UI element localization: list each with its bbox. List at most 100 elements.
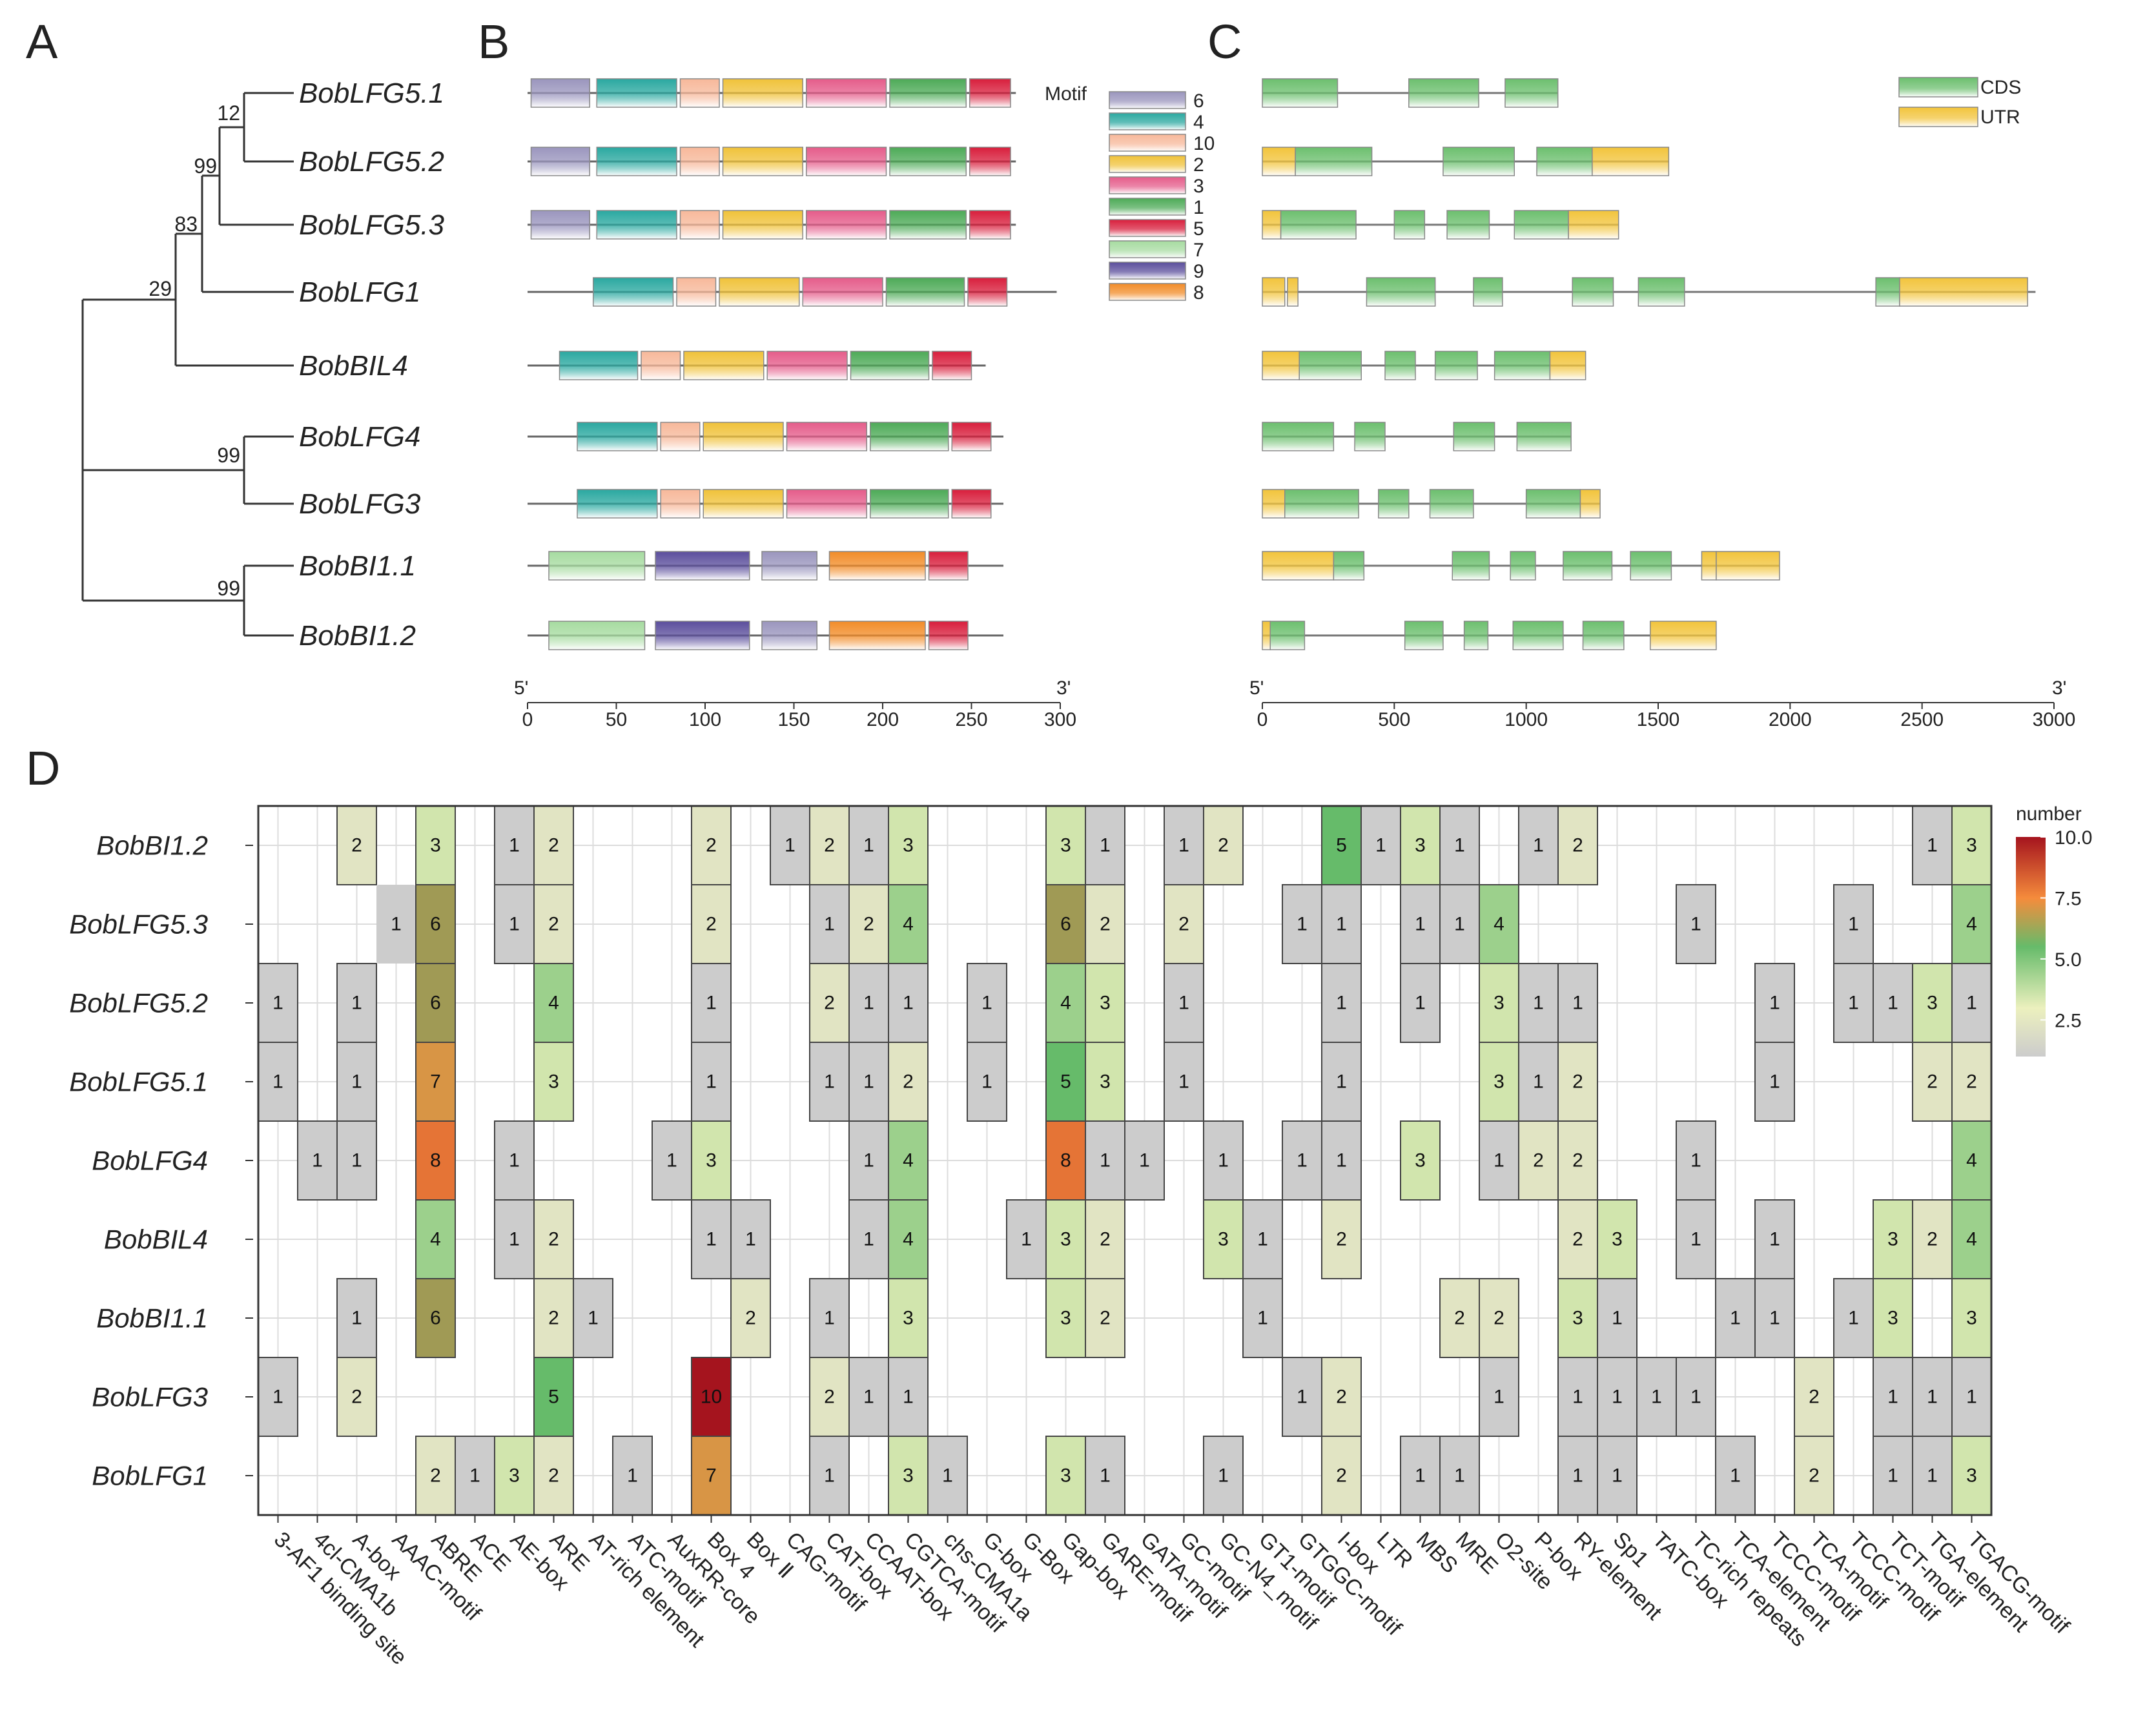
- heatmap-cell: [848, 884, 889, 964]
- heatmap-cell: [336, 1357, 377, 1437]
- motif-box: [806, 210, 887, 240]
- heatmap-cell: [1557, 805, 1598, 885]
- cds-box: [1510, 551, 1536, 581]
- heatmap-cell: [533, 1357, 574, 1437]
- heatmap-cell-value: 3: [1966, 835, 1977, 856]
- heatmap-cell: [888, 1120, 929, 1201]
- heatmap-cell: [533, 1199, 574, 1279]
- motif-axis-tick-label: 300: [1044, 709, 1076, 730]
- heatmap-cell: [415, 963, 456, 1043]
- motif-legend-swatch: [1109, 240, 1186, 258]
- motif-box: [969, 147, 1011, 176]
- cds-box: [1299, 351, 1362, 380]
- heatmap-cell-value: 1: [1257, 1308, 1268, 1329]
- heatmap-cell: [1912, 1199, 1953, 1279]
- heatmap-cell-value: 2: [1572, 1229, 1583, 1250]
- heatmap-cell: [1282, 1357, 1322, 1437]
- cds-box: [1494, 351, 1551, 380]
- tree-gene-label: BobBIL4: [299, 350, 408, 382]
- motif-box: [951, 422, 992, 451]
- heatmap-cell-value: 3: [1218, 1229, 1229, 1250]
- heatmap-cell-value: 3: [1887, 1229, 1898, 1250]
- heatmap-cell: [1321, 805, 1362, 885]
- heatmap-cell: [336, 1120, 377, 1201]
- heatmap-cell: [809, 884, 850, 964]
- motif-box: [679, 210, 720, 240]
- heatmap-cell-value: 5: [1336, 835, 1347, 856]
- heatmap-cell: [297, 1120, 338, 1201]
- tree-gene-label: BobLFG5.1: [299, 77, 444, 109]
- phylogenetic-tree: 12 99 83 29 99 99: [81, 92, 294, 637]
- heatmap-row-label: BobBI1.1: [96, 1303, 208, 1334]
- motif-box: [596, 147, 677, 176]
- heatmap-cell-value: 1: [272, 1071, 283, 1093]
- motif-row: [528, 78, 1016, 108]
- motif-box: [932, 351, 972, 380]
- motif-box: [828, 621, 926, 650]
- cds-box: [1473, 277, 1503, 307]
- heatmap-cell-value: 1: [1218, 1150, 1229, 1171]
- heatmap-cell-value: 1: [785, 835, 796, 856]
- heatmap-cell-value: 2: [1336, 1387, 1347, 1408]
- heatmap-cell-value: 3: [1060, 1229, 1071, 1250]
- heatmap-cell-value: 2: [548, 1465, 559, 1487]
- heatmap-cell-value: 4: [903, 1229, 914, 1250]
- heatmap-cell: [888, 1357, 929, 1437]
- utr-box: [1568, 210, 1619, 240]
- heatmap-cell-value: 1: [863, 1071, 874, 1093]
- motif-box: [719, 277, 800, 307]
- heatmap-row-label: BobBI1.2: [96, 830, 208, 861]
- heatmap-cell-value: 1: [1887, 1465, 1898, 1487]
- motif-axis-end: 3': [1056, 677, 1071, 699]
- gene-row: [1262, 351, 1586, 380]
- motif-axis-tick-label: 100: [689, 709, 721, 730]
- heatmap-cell-value: 1: [1927, 1465, 1938, 1487]
- motif-box: [786, 489, 867, 519]
- cds-box: [1408, 78, 1479, 108]
- heatmap-cell: [927, 1436, 968, 1516]
- motif-box: [530, 78, 590, 108]
- motif-box: [655, 621, 750, 650]
- heatmap-cell-value: 2: [1100, 914, 1111, 935]
- motif-box: [593, 277, 674, 307]
- heatmap-cell: [1636, 1357, 1677, 1437]
- gene-axis-tick-label: 3000: [2033, 709, 2076, 730]
- panel-label-c: C: [1207, 15, 1242, 68]
- heatmap-cell-value: 1: [1612, 1465, 1623, 1487]
- heatmap-cell-value: 1: [666, 1150, 677, 1171]
- gene-structures: [1262, 78, 2036, 650]
- motif-box: [761, 621, 817, 650]
- motif-box: [722, 78, 803, 108]
- heatmap-row: 1 6 1 2 2 1 2 4 6 2 2 1 1 1 1 4 1 1 4 BobLFG5.3: [69, 884, 1992, 964]
- heatmap-cell: [848, 1199, 889, 1279]
- heatmap-cell-value: 3: [1100, 1071, 1111, 1093]
- heatmap-cell: [415, 1436, 456, 1516]
- motif-row: [528, 551, 1003, 581]
- heatmap-cell: [336, 1042, 377, 1122]
- heatmap-cell: [1518, 963, 1559, 1043]
- gene-axis-tick-label: 2500: [1900, 709, 1944, 730]
- heatmap-frame: [257, 805, 1993, 1516]
- motif-box: [889, 147, 967, 176]
- utr-box: [1549, 351, 1586, 380]
- cds-box: [1262, 78, 1339, 108]
- heatmap-cell-value: 1: [351, 1071, 362, 1093]
- heatmap-cell: [1873, 963, 1913, 1043]
- gene-row: [1262, 210, 1619, 240]
- heatmap-cell: [1439, 1278, 1480, 1358]
- heatmap-row-label: BobBIL4: [104, 1224, 208, 1255]
- heatmap-cell: [1321, 884, 1362, 964]
- heatmap-row-label: BobLFG5.3: [69, 909, 208, 940]
- heatmap-cell-value: 3: [430, 835, 441, 856]
- heatmap-cell-value: 2: [548, 1229, 559, 1250]
- heatmap-cell: [1321, 963, 1362, 1043]
- heatmap-cell: [1400, 1436, 1441, 1516]
- heatmap-cell-value: 1: [351, 993, 362, 1014]
- heatmap-cell-value: 4: [1494, 914, 1504, 935]
- bootstrap-value: 99: [217, 444, 240, 467]
- motif-legend-label: 5: [1193, 218, 1204, 240]
- colorbar-gradient: [2016, 837, 2046, 1057]
- heatmap-cell-value: 2: [1218, 835, 1229, 856]
- heatmap-cell: [415, 1199, 456, 1279]
- utr-box: [1262, 277, 1286, 307]
